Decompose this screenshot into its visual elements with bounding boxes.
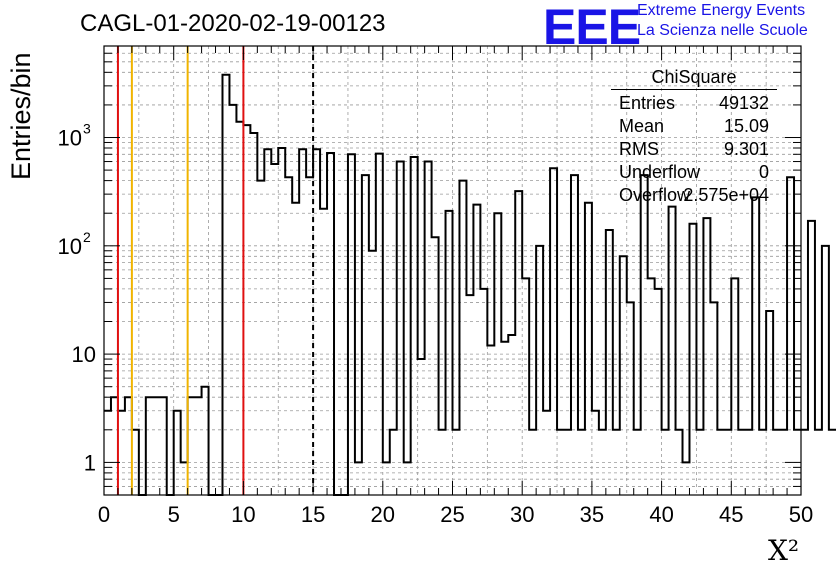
x-axis-label: X² — [768, 534, 800, 567]
stats-title: ChiSquare — [651, 67, 737, 87]
stats-key: Entries — [619, 93, 676, 113]
stats-value: 2.575e+04 — [683, 185, 769, 205]
y-axis-label: Entries/bin — [6, 52, 36, 180]
y-tick-label: 10 — [58, 126, 82, 151]
logo-line-2: La Scienza nelle Scuole — [637, 22, 808, 39]
stats-row-mean: Mean 15.09 — [619, 116, 769, 138]
histogram-series — [104, 73, 836, 496]
stats-value: 49132 — [718, 93, 769, 113]
y-tick-label: 1 — [84, 450, 96, 475]
stats-value: 0 — [758, 162, 769, 182]
x-tick-label: 25 — [440, 502, 464, 527]
x-tick-label: 10 — [231, 502, 255, 527]
y-tick-label: 10 — [72, 342, 96, 367]
stats-box: ChiSquare Entries 49132 Mean 15.09 RMS 9… — [611, 67, 777, 207]
stats-value: 15.09 — [723, 116, 769, 136]
y-tick-exponent: 3 — [83, 121, 91, 137]
stats-value: 9.301 — [723, 139, 769, 159]
x-tick-label: 20 — [371, 502, 395, 527]
run-title: CAGL-01-2020-02-19-00123 — [80, 10, 386, 37]
stats-divider — [611, 89, 777, 90]
stats-row-rms: RMS 9.301 — [619, 139, 769, 161]
stats-row-entries: Entries 49132 — [619, 93, 769, 115]
x-tick-label: 40 — [649, 502, 673, 527]
x-tick-label: 30 — [510, 502, 534, 527]
y-tick-exponent: 2 — [83, 229, 91, 245]
stats-key: Overflow — [619, 185, 691, 205]
x-tick-label: 35 — [580, 502, 604, 527]
stats-key: Underflow — [619, 162, 701, 182]
stats-row-underflow: Underflow 0 — [619, 162, 769, 184]
x-tick-label: 0 — [98, 502, 110, 527]
logo-line-1: Extreme Energy Events — [637, 2, 806, 19]
stats-row-overflow: Overflow 2.575e+04 — [619, 185, 769, 207]
stats-key: RMS — [619, 139, 659, 159]
y-tick-label: 10 — [58, 234, 82, 259]
eee-logo: EEE — [543, 0, 641, 55]
x-tick-label: 5 — [168, 502, 180, 527]
x-tick-label: 45 — [719, 502, 743, 527]
x-tick-label: 50 — [789, 502, 813, 527]
x-tick-label: 15 — [301, 502, 325, 527]
stats-key: Mean — [619, 116, 665, 136]
